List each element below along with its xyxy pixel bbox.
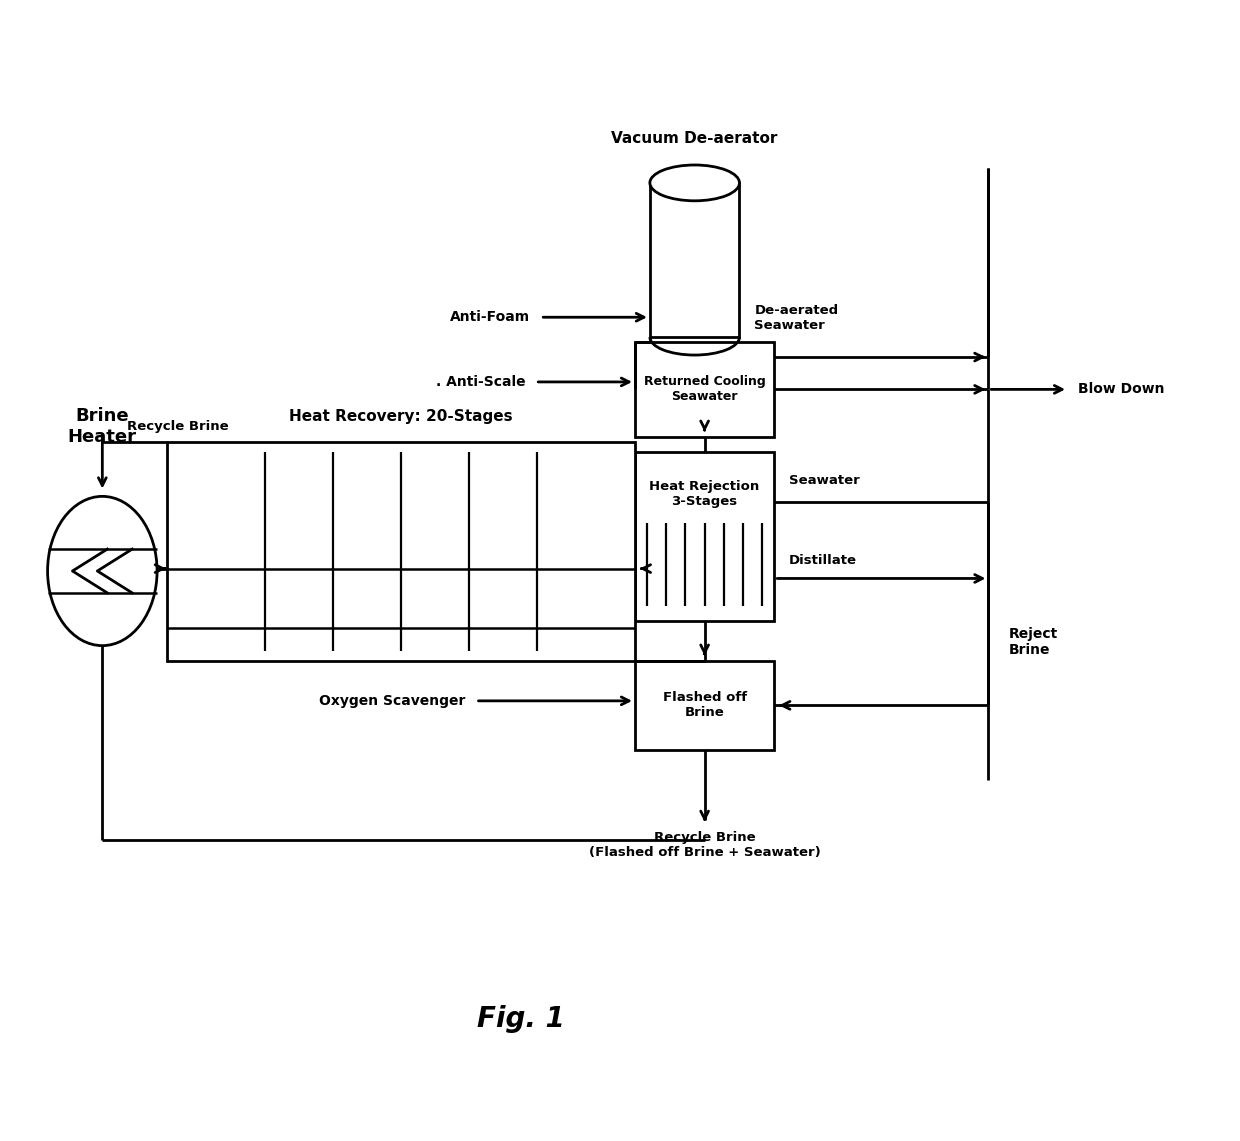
Text: Vacuum De-aerator: Vacuum De-aerator	[611, 130, 777, 146]
Bar	[167, 442, 635, 661]
Bar	[635, 661, 774, 750]
Bar	[635, 342, 774, 437]
Text: Brine
Heater: Brine Heater	[68, 407, 136, 446]
Text: . Anti-Scale: . Anti-Scale	[435, 375, 526, 389]
Text: Flashed off
Brine: Flashed off Brine	[662, 691, 746, 719]
Bar	[635, 452, 774, 621]
Ellipse shape	[650, 165, 739, 201]
Text: Blow Down: Blow Down	[1078, 382, 1164, 396]
Text: Heat Recovery: 20-Stages: Heat Recovery: 20-Stages	[289, 410, 513, 424]
Text: Heat Rejection
3-Stages: Heat Rejection 3-Stages	[650, 480, 760, 508]
Text: Anti-Foam: Anti-Foam	[450, 310, 531, 324]
Text: Reject
Brine: Reject Brine	[1008, 626, 1058, 657]
Text: Distillate: Distillate	[789, 553, 857, 567]
Text: Oxygen Scavenger: Oxygen Scavenger	[320, 694, 466, 707]
Text: Returned Cooling
Seawater: Returned Cooling Seawater	[644, 375, 765, 404]
Text: Seawater: Seawater	[789, 475, 861, 487]
Text: De-aerated
Seawater: De-aerated Seawater	[754, 305, 838, 332]
Bar	[650, 183, 739, 337]
Text: Recycle Brine: Recycle Brine	[128, 420, 229, 434]
Text: Recycle Brine
(Flashed off Brine + Seawater): Recycle Brine (Flashed off Brine + Seawa…	[589, 831, 821, 859]
Text: Fig. 1: Fig. 1	[476, 1005, 564, 1033]
Ellipse shape	[47, 496, 157, 646]
